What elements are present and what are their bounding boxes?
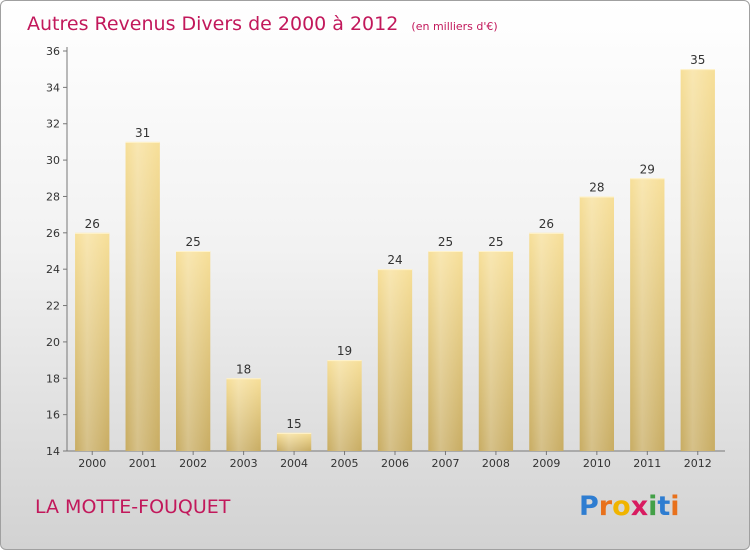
bar-shine [175, 251, 211, 451]
y-tick-label: 30 [46, 154, 60, 167]
logo-letter: i [670, 491, 679, 522]
x-tick-label: 2002 [179, 457, 207, 470]
x-tick-label: 2010 [583, 457, 611, 470]
chart-bars: 26 31 25 18 15 19 24 25 25 26 28 29 35 [75, 53, 715, 452]
bar-shine [276, 432, 312, 451]
data-label: 25 [438, 235, 453, 249]
logo-letter: i [648, 491, 657, 522]
x-tick-label: 2006 [381, 457, 409, 470]
y-tick-label: 36 [46, 45, 60, 58]
bar-shine [377, 269, 413, 451]
data-label: 35 [690, 53, 705, 67]
bar-shine [75, 232, 110, 451]
y-tick-label: 20 [46, 336, 60, 349]
data-label: 18 [236, 362, 251, 376]
x-tick-label: 2004 [280, 457, 308, 470]
chart-title: Autres Revenus Divers de 2000 à 2012 [27, 13, 398, 35]
bar-shine [125, 141, 160, 451]
data-label: 24 [387, 253, 402, 267]
x-tick-label: 2009 [532, 457, 560, 470]
data-label: 26 [85, 217, 100, 231]
y-tick-label: 18 [46, 372, 60, 385]
commune-name: LA MOTTE-FOUQUET [35, 496, 231, 518]
x-tick-label: 2007 [431, 457, 459, 470]
data-label: 25 [186, 235, 201, 249]
logo-letter: r [599, 491, 613, 522]
data-label: 26 [539, 217, 554, 231]
data-label: 15 [286, 417, 301, 431]
data-label: 31 [135, 126, 150, 140]
x-tick-label: 2012 [684, 457, 712, 470]
y-tick-label: 32 [46, 118, 60, 131]
logo-letter: o [612, 491, 631, 522]
x-tick-label: 2001 [129, 457, 157, 470]
bar-shine [680, 69, 715, 451]
bar-shine [478, 251, 514, 451]
x-tick-label: 2008 [482, 457, 510, 470]
y-tick-label: 28 [46, 190, 60, 203]
data-label: 19 [337, 344, 352, 358]
bar-shine [327, 360, 362, 451]
y-tick-label: 26 [46, 227, 60, 240]
bar-shine [529, 232, 564, 451]
data-label: 29 [640, 162, 655, 176]
logo-letter: x [631, 491, 648, 522]
bar-shine [630, 178, 665, 452]
chart-subtitle: (en milliers d'€) [411, 20, 497, 33]
y-tick-label: 14 [46, 445, 60, 458]
bar-shine [428, 251, 463, 451]
x-tick-label: 2005 [331, 457, 359, 470]
y-tick-label: 34 [46, 81, 60, 94]
logo-letter: t [657, 491, 670, 522]
y-tick-label: 24 [46, 263, 60, 276]
chart-axes: 14 16 18 20 22 24 26 28 30 32 34 36 2000 2001 2002 2003… [46, 45, 725, 470]
x-tick-label: 2003 [230, 457, 258, 470]
data-label: 28 [589, 180, 604, 194]
data-label: 25 [488, 235, 503, 249]
proxiti-logo: Proxiti [579, 491, 680, 522]
y-tick-label: 22 [46, 300, 60, 313]
x-tick-label: 2000 [78, 457, 106, 470]
x-tick-label: 2011 [633, 457, 661, 470]
bar-shine [579, 196, 615, 451]
svg-text:Autres Revenus Divers de 2000: Autres Revenus Divers de 2000 à 2012 (en… [27, 13, 498, 35]
bar-shine [226, 378, 261, 451]
y-tick-label: 16 [46, 409, 60, 422]
logo-letter: P [579, 491, 599, 522]
